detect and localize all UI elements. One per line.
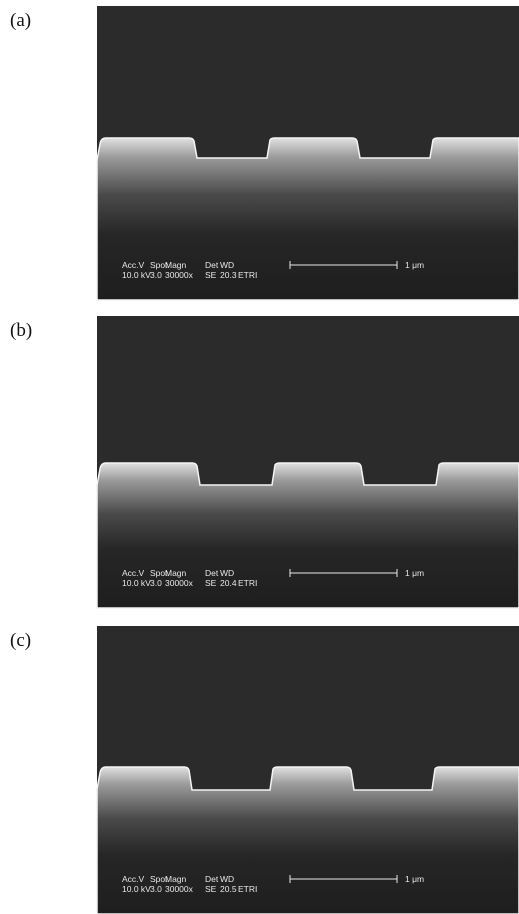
scale-bar-label: 1 μm — [405, 568, 424, 578]
scale-bar-label: 1 μm — [405, 874, 424, 884]
info-value: 20.4 — [220, 578, 237, 588]
info-value: SE — [205, 270, 217, 280]
info-header: Magn — [165, 568, 187, 578]
info-value: SE — [205, 578, 217, 588]
info-value: 30000x — [165, 270, 194, 280]
info-value: SE — [205, 884, 217, 894]
info-header: Det — [205, 260, 219, 270]
info-value: 10.0 kV — [122, 578, 151, 588]
info-header: WD — [220, 260, 234, 270]
info-value: 10.0 kV — [122, 270, 151, 280]
info-header: WD — [220, 568, 234, 578]
info-value: 3.0 — [150, 884, 162, 894]
info-value: 30000x — [165, 884, 194, 894]
info-value: 10.0 kV — [122, 884, 151, 894]
info-header: Acc.V — [122, 874, 145, 884]
info-header: Acc.V — [122, 568, 145, 578]
info-value: 20.5 — [220, 884, 237, 894]
info-value: 3.0 — [150, 270, 162, 280]
panel-label: (c) — [10, 630, 31, 651]
info-value: ETRI — [238, 884, 257, 894]
info-header: Acc.V — [122, 260, 145, 270]
scale-bar-label: 1 μm — [405, 260, 424, 270]
info-header: Det — [205, 568, 219, 578]
figure: (a)Acc.VSpotMagnDetWD10.0 kV3.030000xSE2… — [0, 0, 519, 914]
info-header: Det — [205, 874, 219, 884]
info-header: WD — [220, 874, 234, 884]
info-header: Magn — [165, 260, 187, 270]
info-value: ETRI — [238, 578, 257, 588]
info-header: Magn — [165, 874, 187, 884]
info-value: 20.3 — [220, 270, 237, 280]
panel-label: (b) — [10, 320, 32, 341]
panel-label: (a) — [10, 10, 31, 31]
info-value: ETRI — [238, 270, 257, 280]
info-value: 3.0 — [150, 578, 162, 588]
info-value: 30000x — [165, 578, 194, 588]
